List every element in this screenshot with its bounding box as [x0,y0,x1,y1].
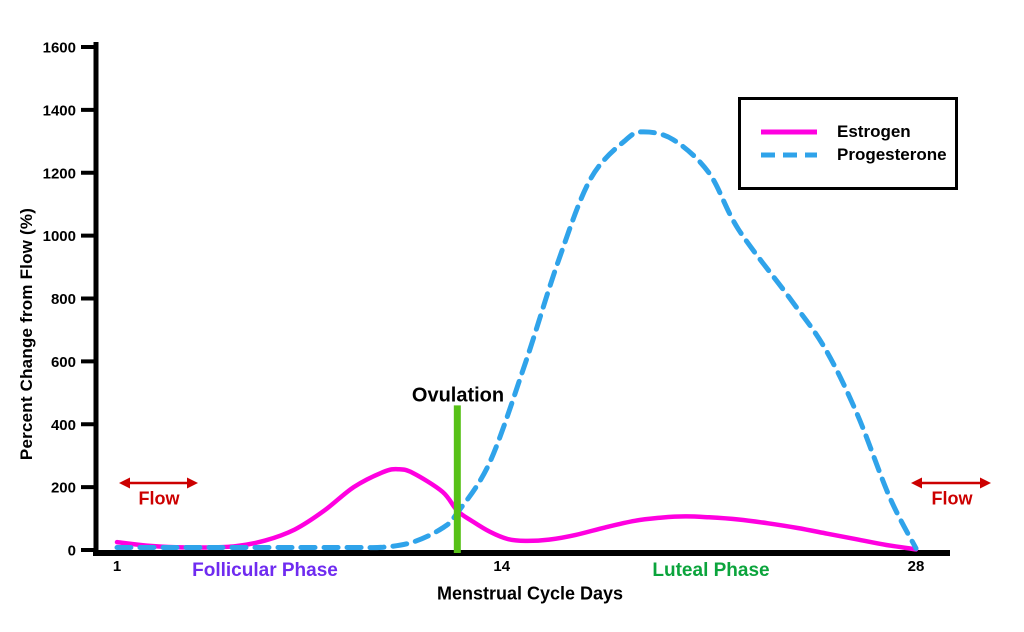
y-tick-label: 1600 [43,40,76,57]
legend-item-progesterone: Progesterone [759,145,955,165]
y-tick-label: 0 [68,543,76,560]
x-axis-title: Menstrual Cycle Days [436,583,624,604]
x-tick-label: 1 [113,558,121,575]
y-tick-label: 1200 [43,165,76,182]
flow-label-right: Flow [931,488,973,509]
x-tick-label: 14 [493,558,510,575]
x-tick-label: 28 [908,558,925,575]
ovulation-label: Ovulation [411,384,505,407]
flow-arrow-left-icon-head [187,477,198,489]
legend-label-progesterone: Progesterone [837,145,947,164]
flow-arrow-right-icon-head [911,477,922,489]
y-tick-label: 1000 [43,228,76,245]
flow-arrow-right-icon-head [980,477,991,489]
flow-arrow-left-icon-head [119,477,130,489]
legend-label-estrogen: Estrogen [837,122,911,141]
estrogen-line-icon [761,129,817,135]
y-axis-title: Percent Change from Flow (%) [17,207,36,461]
ovulation-marker-bar [453,405,461,553]
follicular-phase-label: Follicular Phase [192,560,338,581]
legend: Estrogen Progesterone [738,97,958,190]
y-tick-label: 200 [51,480,76,497]
legend-item-estrogen: Estrogen [759,122,955,142]
estrogen-curve [114,466,919,552]
y-tick-label: 400 [51,417,76,434]
progesterone-curve [114,129,919,551]
y-tick-label: 800 [51,291,76,308]
luteal-phase-label: Luteal Phase [652,560,770,581]
progesterone-line-icon [761,152,817,158]
flow-label-left: Flow [138,488,180,509]
y-tick-label: 1400 [43,102,76,119]
y-tick-label: 600 [51,354,76,371]
